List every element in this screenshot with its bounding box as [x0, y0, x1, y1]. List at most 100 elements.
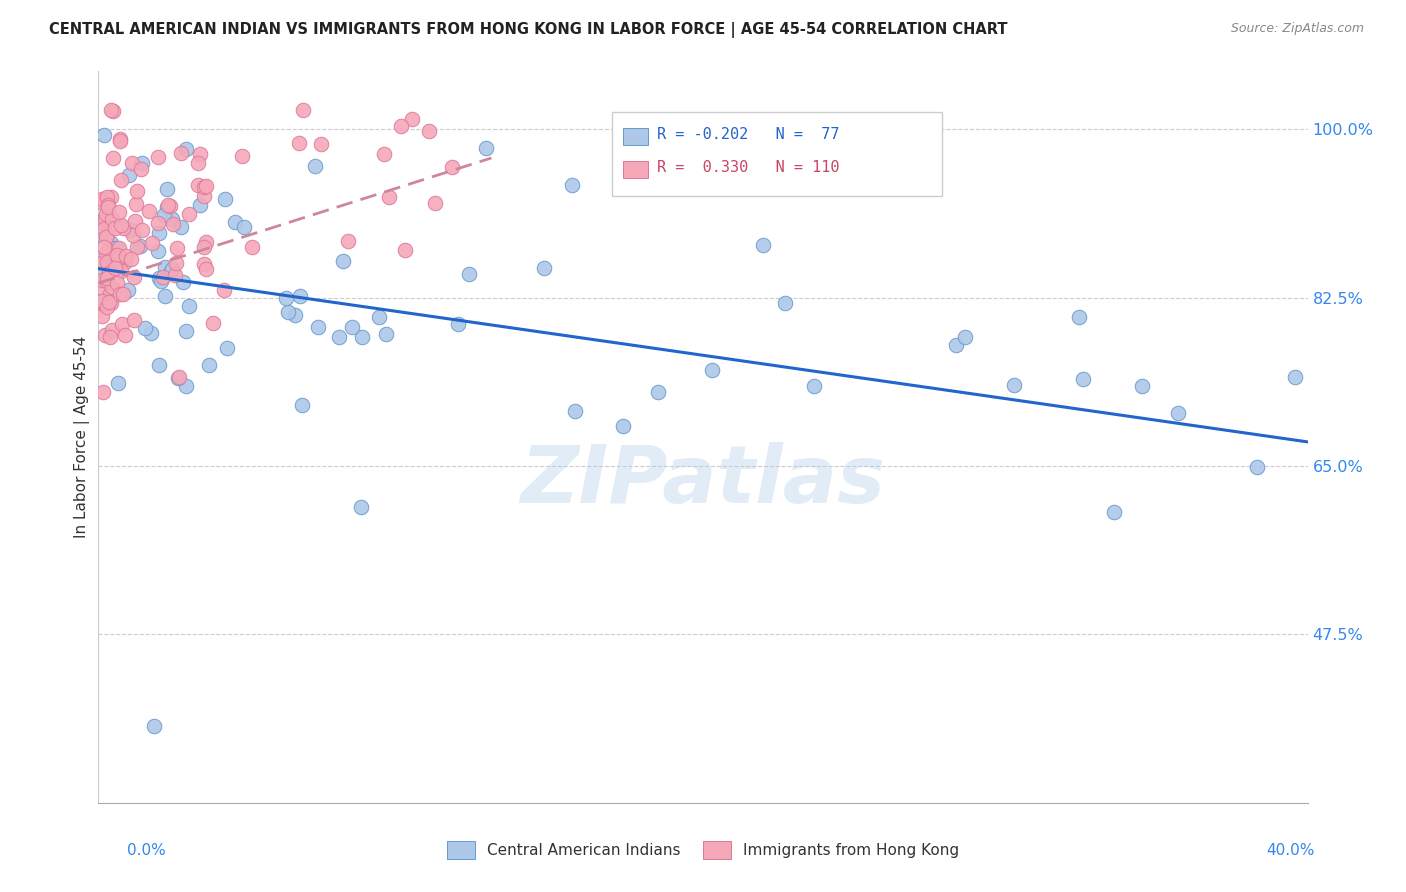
Point [118, 223, 141, 237]
Point [1071, 372, 1094, 386]
Point [117, 283, 139, 297]
Point [775, 295, 797, 310]
Point [93, 128, 115, 142]
Point [105, 276, 128, 290]
Point [146, 244, 169, 258]
Point [231, 149, 253, 163]
Text: R = -0.202   N =  77: R = -0.202 N = 77 [657, 128, 839, 142]
Point [179, 207, 201, 221]
Point [98, 266, 121, 280]
Point [134, 321, 156, 335]
Point [163, 268, 186, 282]
Point [156, 181, 179, 195]
Point [166, 241, 188, 255]
Point [100, 190, 122, 204]
Point [152, 269, 174, 284]
Point [97, 200, 120, 214]
Point [194, 235, 217, 249]
Point [276, 292, 298, 306]
Point [103, 103, 125, 118]
Point [336, 234, 359, 248]
Point [105, 248, 128, 262]
Point [125, 197, 148, 211]
Point [100, 263, 122, 277]
Point [159, 199, 181, 213]
Point [153, 208, 176, 222]
Point [108, 250, 131, 264]
Point [131, 223, 153, 237]
Point [215, 341, 238, 355]
Point [124, 214, 146, 228]
Point [107, 251, 129, 265]
Point [93, 221, 115, 235]
Point [232, 219, 254, 234]
Point [100, 212, 122, 227]
Point [290, 398, 312, 412]
Text: CENTRAL AMERICAN INDIAN VS IMMIGRANTS FROM HONG KONG IN LABOR FORCE | AGE 45-54 : CENTRAL AMERICAN INDIAN VS IMMIGRANTS FR… [49, 22, 1008, 38]
Point [110, 218, 132, 232]
Point [1246, 460, 1268, 475]
Point [195, 179, 218, 194]
Point [292, 103, 315, 117]
Text: 0.0%: 0.0% [127, 843, 166, 858]
Point [155, 289, 177, 303]
Point [90, 309, 112, 323]
Point [284, 308, 307, 322]
Point [141, 235, 163, 250]
Point [148, 270, 170, 285]
Point [162, 211, 184, 226]
Point [187, 156, 209, 170]
Point [373, 146, 395, 161]
Point [367, 310, 389, 324]
Point [328, 330, 350, 344]
Point [174, 142, 197, 156]
Point [193, 240, 215, 254]
Point [533, 260, 555, 275]
Point [156, 200, 179, 214]
Point [349, 500, 371, 514]
Point [96, 274, 118, 288]
Point [198, 358, 221, 372]
Point [104, 220, 127, 235]
Point [122, 227, 145, 242]
Point [1102, 506, 1125, 520]
Point [96, 254, 118, 268]
Point [93, 384, 115, 399]
Text: Source: ZipAtlas.com: Source: ZipAtlas.com [1230, 22, 1364, 36]
Point [193, 179, 215, 194]
Point [212, 284, 235, 298]
Point [94, 245, 117, 260]
Point [141, 326, 163, 340]
Point [90, 192, 112, 206]
Point [177, 300, 200, 314]
Point [955, 329, 977, 343]
Point [100, 236, 122, 251]
Point [202, 316, 225, 330]
Point [110, 135, 132, 149]
Point [378, 190, 401, 204]
Point [187, 178, 209, 193]
Point [93, 263, 115, 277]
Point [803, 379, 825, 393]
Point [457, 267, 479, 281]
Point [447, 317, 470, 331]
Point [91, 228, 114, 243]
Legend: Central American Indians, Immigrants from Hong Kong: Central American Indians, Immigrants fro… [441, 835, 965, 864]
Point [94, 229, 117, 244]
Point [195, 262, 218, 277]
Point [169, 370, 191, 384]
Point [441, 160, 464, 174]
Point [121, 156, 143, 170]
Point [224, 215, 246, 229]
Point [165, 256, 187, 270]
Point [91, 254, 114, 268]
Text: ZIPatlas: ZIPatlas [520, 442, 886, 520]
Point [142, 719, 165, 733]
Point [101, 151, 124, 165]
Point [98, 295, 121, 310]
Point [115, 249, 138, 263]
Point [98, 330, 121, 344]
Point [90, 214, 112, 228]
Point [188, 198, 211, 212]
Point [214, 192, 236, 206]
